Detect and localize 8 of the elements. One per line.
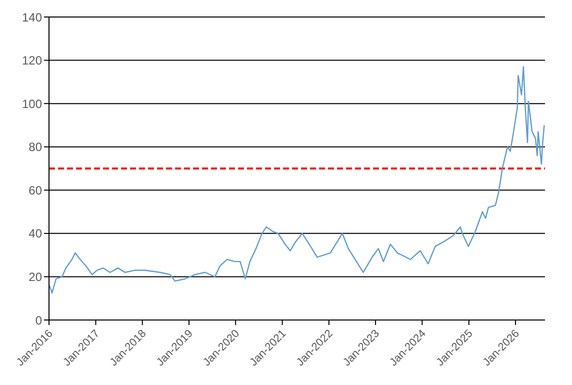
y-tick-label: 20 [28,270,42,284]
y-tick-label: 120 [22,54,42,68]
y-tick-label: 80 [28,140,42,154]
y-tick-label: 0 [35,313,42,328]
y-tick-label: 140 [22,10,42,24]
y-tick-label: 40 [28,226,42,241]
y-tick-label: 60 [28,183,42,198]
y-tick-label: 100 [22,96,42,111]
